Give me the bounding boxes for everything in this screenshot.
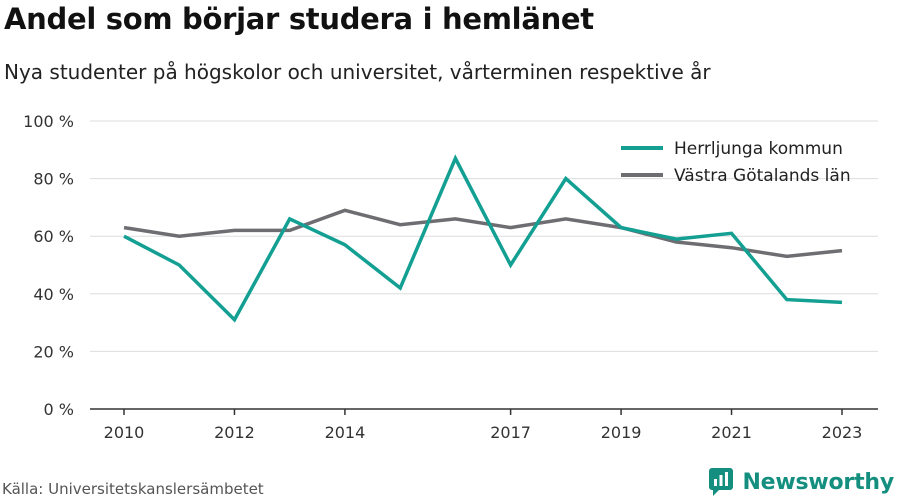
x-axis: 2010 2012 2014 2017 2019 2021 2023 [90, 408, 878, 442]
series-line-0 [123, 154, 843, 323]
chart-subtitle: Nya studenter på högskolor och universit… [4, 60, 711, 84]
legend-label: Västra Götalands län [674, 166, 851, 186]
source-note: Källa: Universitetskanslersämbetet [2, 480, 264, 498]
y-tick-label: 100 % [23, 112, 74, 131]
brand-logo: Newsworthy [708, 467, 894, 497]
legend: Herrljunga kommun Västra Götalands län [621, 139, 851, 186]
y-tick-label: 0 % [44, 400, 74, 419]
y-tick-label: 20 % [33, 342, 74, 361]
x-tick-label: 2012 [214, 423, 255, 442]
series-line-1 [123, 208, 843, 259]
x-tick-label: 2017 [490, 423, 531, 442]
series-lines [123, 154, 843, 323]
chart-title: Andel som börjar studera i hemlänet [4, 2, 594, 36]
x-tick-label: 2019 [601, 423, 642, 442]
line-chart: 0 %20 %40 %60 %80 %100 % 2010 2012 2014 201… [23, 112, 878, 442]
x-tick-label: 2021 [711, 423, 752, 442]
x-tick-label: 2010 [104, 423, 145, 442]
legend-label: Herrljunga kommun [674, 139, 843, 159]
grid-layer [90, 120, 878, 352]
y-tick-label: 40 % [33, 285, 74, 304]
y-tick-label: 60 % [33, 227, 74, 246]
x-tick-label: 2023 [822, 423, 863, 442]
y-axis: 0 % 20 % 40 % 60 % 80 % 100 % [23, 112, 74, 419]
newsworthy-logo-icon [709, 468, 734, 496]
brand-name: Newsworthy [742, 469, 894, 495]
x-tick-label: 2014 [325, 423, 366, 442]
y-tick-label: 80 % [33, 170, 74, 189]
